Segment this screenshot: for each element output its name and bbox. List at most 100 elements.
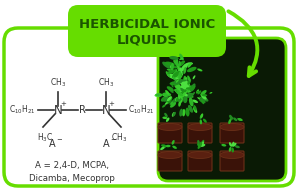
- Text: C$_{10}$H$_{21}$: C$_{10}$H$_{21}$: [10, 104, 36, 116]
- Ellipse shape: [176, 64, 177, 67]
- Ellipse shape: [158, 123, 182, 130]
- Ellipse shape: [184, 77, 187, 83]
- Ellipse shape: [172, 66, 177, 68]
- Ellipse shape: [175, 81, 180, 84]
- Ellipse shape: [167, 69, 172, 71]
- Ellipse shape: [230, 117, 232, 121]
- Ellipse shape: [185, 88, 190, 90]
- Ellipse shape: [174, 69, 178, 78]
- Ellipse shape: [178, 71, 182, 80]
- Ellipse shape: [180, 82, 189, 88]
- Ellipse shape: [173, 71, 183, 75]
- Ellipse shape: [197, 97, 200, 99]
- Ellipse shape: [178, 94, 183, 102]
- Ellipse shape: [187, 62, 193, 65]
- Ellipse shape: [169, 88, 174, 93]
- Ellipse shape: [166, 118, 169, 122]
- Text: HERBICIDAL IONIC
LIQUIDS: HERBICIDAL IONIC LIQUIDS: [79, 18, 215, 46]
- Ellipse shape: [172, 112, 175, 117]
- Ellipse shape: [202, 94, 207, 96]
- Ellipse shape: [188, 123, 212, 130]
- Ellipse shape: [228, 119, 231, 124]
- Ellipse shape: [162, 104, 166, 108]
- FancyBboxPatch shape: [160, 40, 284, 179]
- Ellipse shape: [167, 96, 172, 101]
- Ellipse shape: [190, 86, 195, 90]
- Ellipse shape: [178, 61, 185, 67]
- FancyBboxPatch shape: [4, 28, 294, 186]
- Ellipse shape: [176, 96, 179, 101]
- Ellipse shape: [185, 94, 192, 98]
- Ellipse shape: [165, 102, 168, 105]
- Ellipse shape: [185, 78, 188, 83]
- Ellipse shape: [193, 107, 197, 112]
- Ellipse shape: [180, 91, 188, 96]
- FancyBboxPatch shape: [158, 151, 182, 171]
- Text: CH$_3$: CH$_3$: [111, 131, 127, 143]
- FancyBboxPatch shape: [158, 38, 286, 181]
- Ellipse shape: [209, 92, 212, 94]
- Ellipse shape: [166, 145, 171, 147]
- Ellipse shape: [176, 71, 179, 78]
- Ellipse shape: [181, 86, 187, 93]
- Ellipse shape: [178, 61, 181, 66]
- Ellipse shape: [172, 112, 176, 116]
- Ellipse shape: [173, 60, 179, 67]
- Ellipse shape: [179, 58, 183, 60]
- Ellipse shape: [177, 64, 180, 70]
- Ellipse shape: [188, 105, 193, 113]
- Ellipse shape: [187, 75, 190, 81]
- Ellipse shape: [172, 71, 181, 78]
- Ellipse shape: [175, 57, 178, 64]
- Ellipse shape: [181, 63, 188, 71]
- Ellipse shape: [176, 91, 179, 94]
- Ellipse shape: [201, 97, 208, 102]
- Ellipse shape: [180, 89, 187, 95]
- Ellipse shape: [194, 107, 197, 113]
- Ellipse shape: [184, 83, 186, 88]
- Ellipse shape: [186, 87, 192, 90]
- Ellipse shape: [179, 89, 188, 93]
- Ellipse shape: [220, 123, 244, 130]
- Ellipse shape: [233, 117, 237, 121]
- Ellipse shape: [172, 76, 176, 81]
- Ellipse shape: [173, 79, 184, 84]
- Ellipse shape: [165, 62, 175, 66]
- Ellipse shape: [176, 83, 181, 91]
- Ellipse shape: [155, 93, 163, 97]
- FancyBboxPatch shape: [220, 151, 244, 171]
- Ellipse shape: [198, 144, 201, 149]
- Ellipse shape: [179, 109, 183, 116]
- Ellipse shape: [201, 94, 207, 100]
- Ellipse shape: [187, 94, 194, 98]
- Ellipse shape: [187, 91, 191, 93]
- Ellipse shape: [161, 95, 168, 101]
- Ellipse shape: [161, 144, 166, 147]
- Ellipse shape: [176, 98, 182, 102]
- Ellipse shape: [160, 147, 165, 150]
- Ellipse shape: [158, 152, 182, 159]
- Ellipse shape: [170, 65, 172, 70]
- Ellipse shape: [170, 72, 180, 78]
- Ellipse shape: [182, 81, 186, 83]
- Ellipse shape: [178, 92, 182, 99]
- Ellipse shape: [182, 109, 185, 116]
- Ellipse shape: [229, 142, 232, 147]
- Ellipse shape: [197, 90, 201, 94]
- Ellipse shape: [169, 81, 180, 85]
- Ellipse shape: [162, 62, 171, 69]
- FancyBboxPatch shape: [188, 123, 212, 143]
- Text: +: +: [109, 101, 114, 108]
- Ellipse shape: [179, 72, 182, 77]
- Ellipse shape: [179, 70, 183, 74]
- Ellipse shape: [185, 108, 190, 116]
- Ellipse shape: [180, 81, 187, 90]
- Ellipse shape: [230, 115, 233, 120]
- Ellipse shape: [183, 96, 186, 103]
- Text: CH$_3$: CH$_3$: [98, 77, 114, 89]
- Ellipse shape: [171, 63, 174, 70]
- Ellipse shape: [172, 146, 177, 149]
- Ellipse shape: [184, 83, 190, 90]
- Ellipse shape: [164, 95, 168, 97]
- Ellipse shape: [203, 119, 207, 123]
